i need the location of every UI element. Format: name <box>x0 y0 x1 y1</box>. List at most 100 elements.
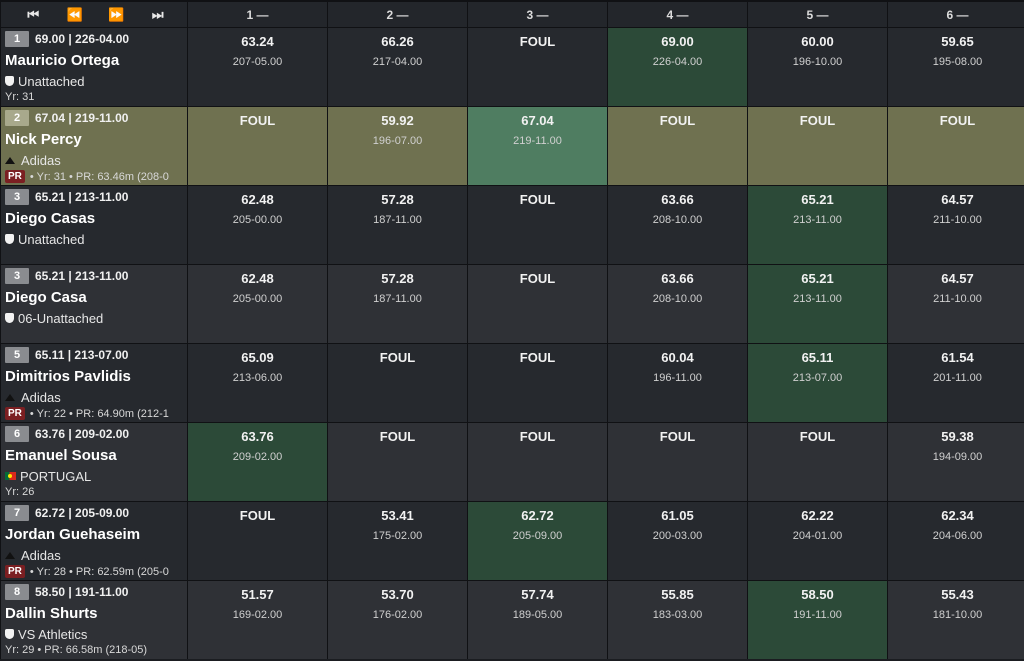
attempt-imperial: 195-08.00 <box>932 56 983 68</box>
attempt-cell[interactable]: 59.92 196-07.00 <box>328 107 467 185</box>
attempt-cell[interactable]: FOUL <box>608 423 747 501</box>
attempt-imperial: 208-10.00 <box>652 214 703 226</box>
attempt-cell[interactable]: 63.24 207-05.00 <box>188 28 327 106</box>
attempt-mark: 60.04 <box>661 350 694 365</box>
athlete-name[interactable]: Jordan Guehaseim <box>5 526 141 543</box>
attempt-imperial: 219-11.00 <box>513 135 562 147</box>
attempt-cell[interactable]: 69.00 226-04.00 <box>608 28 747 106</box>
attempt-header-3[interactable]: 3 — <box>468 2 607 27</box>
athlete-name[interactable]: Nick Percy <box>5 131 82 148</box>
attempt-header-5[interactable]: 5 — <box>748 2 887 27</box>
attempt-cell[interactable]: FOUL <box>468 344 607 422</box>
attempt-header-1[interactable]: 1 — <box>188 2 327 27</box>
last-page-icon[interactable]: ⏭ <box>151 6 164 22</box>
attempt-cell[interactable]: 55.43 181-10.00 <box>888 581 1024 659</box>
attempt-mark: 65.11 <box>801 350 834 365</box>
athlete-name[interactable]: Emanuel Sousa <box>5 447 117 464</box>
attempt-cell[interactable]: 62.34 204-06.00 <box>888 502 1024 580</box>
attempt-header-6[interactable]: 6 — <box>888 2 1024 27</box>
attempt-imperial: 204-01.00 <box>792 530 843 542</box>
athlete-name[interactable]: Diego Casas <box>5 210 96 227</box>
attempt-cell[interactable]: FOUL <box>748 107 887 185</box>
athlete-name[interactable]: Dallin Shurts <box>5 605 98 622</box>
attempt-cell[interactable]: 63.66 208-10.00 <box>608 265 747 343</box>
attempt-cell[interactable]: 61.05 200-03.00 <box>608 502 747 580</box>
attempt-cell[interactable]: FOUL <box>468 265 607 343</box>
attempt-cell[interactable]: 64.57 211-10.00 <box>888 186 1024 264</box>
attempt-cell[interactable]: 63.76 209-02.00 <box>188 423 327 501</box>
attempt-cell[interactable]: 61.54 201-11.00 <box>888 344 1024 422</box>
best-mark: 58.50 | 191-11.00 <box>35 585 129 599</box>
attempt-cell[interactable]: 57.28 187-11.00 <box>328 265 467 343</box>
attempt-cell[interactable]: 53.41 175-02.00 <box>328 502 467 580</box>
attempt-cell[interactable]: 58.50 191-11.00 <box>748 581 887 659</box>
attempt-cell[interactable]: 59.38 194-09.00 <box>888 423 1024 501</box>
attempt-cell[interactable]: 55.85 183-03.00 <box>608 581 747 659</box>
attempt-mark: 62.22 <box>801 508 834 523</box>
team-name: Unattached <box>18 231 85 247</box>
attempt-mark: 57.28 <box>381 271 414 286</box>
attempt-imperial: 207-05.00 <box>232 56 283 68</box>
attempt-cell[interactable]: 62.22 204-01.00 <box>748 502 887 580</box>
attempt-cell[interactable]: 62.48 205-00.00 <box>188 186 327 264</box>
athlete-row[interactable]: 5 65.11 | 213-07.00 Dimitrios Pavlidis A… <box>1 344 187 422</box>
athlete-name[interactable]: Dimitrios Pavlidis <box>5 368 131 385</box>
next-page-icon[interactable]: ⏩ <box>108 6 124 22</box>
attempt-header-2[interactable]: 2 — <box>328 2 467 27</box>
rank-line: 7 62.72 | 205-09.00 <box>5 504 183 522</box>
attempt-cell[interactable]: FOUL <box>468 28 607 106</box>
athlete-row[interactable]: 7 62.72 | 205-09.00 Jordan Guehaseim Adi… <box>1 502 187 580</box>
attempt-cell[interactable]: FOUL <box>608 107 747 185</box>
best-mark: 63.76 | 209-02.00 <box>35 427 130 441</box>
attempt-mark: 62.48 <box>241 271 274 286</box>
athlete-row[interactable]: 6 63.76 | 209-02.00 Emanuel Sousa PORTUG… <box>1 423 187 501</box>
attempt-cell[interactable]: 57.74 189-05.00 <box>468 581 607 659</box>
attempt-mark: 59.38 <box>941 429 974 444</box>
attempt-imperial: 196-10.00 <box>792 56 843 68</box>
athlete-row[interactable]: 1 69.00 | 226-04.00 Mauricio Ortega Unat… <box>1 28 187 106</box>
team-name: Unattached <box>18 73 85 89</box>
athlete-row[interactable]: 8 58.50 | 191-11.00 Dallin Shurts VS Ath… <box>1 581 187 659</box>
athlete-meta: PR • Yr: 22 • PR: 64.90m (212-1 <box>5 407 183 420</box>
attempt-cell[interactable]: 51.57 169-02.00 <box>188 581 327 659</box>
meta-text: • Yr: 31 • PR: 63.46m (208-0 <box>29 170 169 183</box>
rank-line: 3 65.21 | 213-11.00 <box>5 188 183 206</box>
first-page-icon[interactable]: ⏮ <box>27 6 39 22</box>
attempt-cell[interactable]: 53.70 176-02.00 <box>328 581 467 659</box>
attempt-mark: 65.21 <box>801 192 834 207</box>
attempt-cell[interactable]: 65.09 213-06.00 <box>188 344 327 422</box>
attempt-imperial: 209-02.00 <box>232 451 283 463</box>
attempt-cell[interactable]: 65.21 213-11.00 <box>748 186 887 264</box>
attempt-cell[interactable]: 64.57 211-10.00 <box>888 265 1024 343</box>
attempt-cell[interactable]: 62.48 205-00.00 <box>188 265 327 343</box>
athlete-row[interactable]: 2 67.04 | 219-11.00 Nick Percy Adidas PR… <box>1 107 187 185</box>
attempt-cell[interactable]: 62.72 205-09.00 <box>468 502 607 580</box>
attempt-cell[interactable]: FOUL <box>468 423 607 501</box>
attempt-cell[interactable]: FOUL <box>328 423 467 501</box>
attempt-cell[interactable]: 60.00 196-10.00 <box>748 28 887 106</box>
athlete-name[interactable]: Diego Casa <box>5 289 87 306</box>
attempt-cell[interactable]: FOUL <box>748 423 887 501</box>
attempt-cell[interactable]: FOUL <box>328 344 467 422</box>
attempt-cell[interactable]: FOUL <box>888 107 1024 185</box>
previous-page-icon[interactable]: ⏪ <box>66 6 83 22</box>
rank-line: 8 58.50 | 191-11.00 <box>5 583 183 601</box>
attempt-cell[interactable]: 63.66 208-10.00 <box>608 186 747 264</box>
attempt-cell[interactable]: FOUL <box>188 502 327 580</box>
attempt-cell[interactable]: 65.11 213-07.00 <box>748 344 887 422</box>
athlete-name[interactable]: Mauricio Ortega <box>5 52 120 69</box>
attempt-cell[interactable]: 57.28 187-11.00 <box>328 186 467 264</box>
attempt-cell[interactable]: FOUL <box>188 107 327 185</box>
athlete-row[interactable]: 3 65.21 | 213-11.00 Diego Casa 06-Unatta… <box>1 265 187 343</box>
attempt-cell[interactable]: 59.65 195-08.00 <box>888 28 1024 106</box>
attempt-cell[interactable]: 65.21 213-11.00 <box>748 265 887 343</box>
attempt-imperial: 205-00.00 <box>232 214 283 226</box>
attempt-header-4[interactable]: 4 — <box>608 2 747 27</box>
attempt-cell[interactable]: 66.26 217-04.00 <box>328 28 467 106</box>
rank-badge: 8 <box>5 584 29 600</box>
attempt-cell[interactable]: 60.04 196-11.00 <box>608 344 747 422</box>
athlete-row[interactable]: 3 65.21 | 213-11.00 Diego Casas Unattach… <box>1 186 187 264</box>
attempt-cell[interactable]: 67.04 219-11.00 <box>468 107 607 185</box>
attempt-cell[interactable]: FOUL <box>468 186 607 264</box>
